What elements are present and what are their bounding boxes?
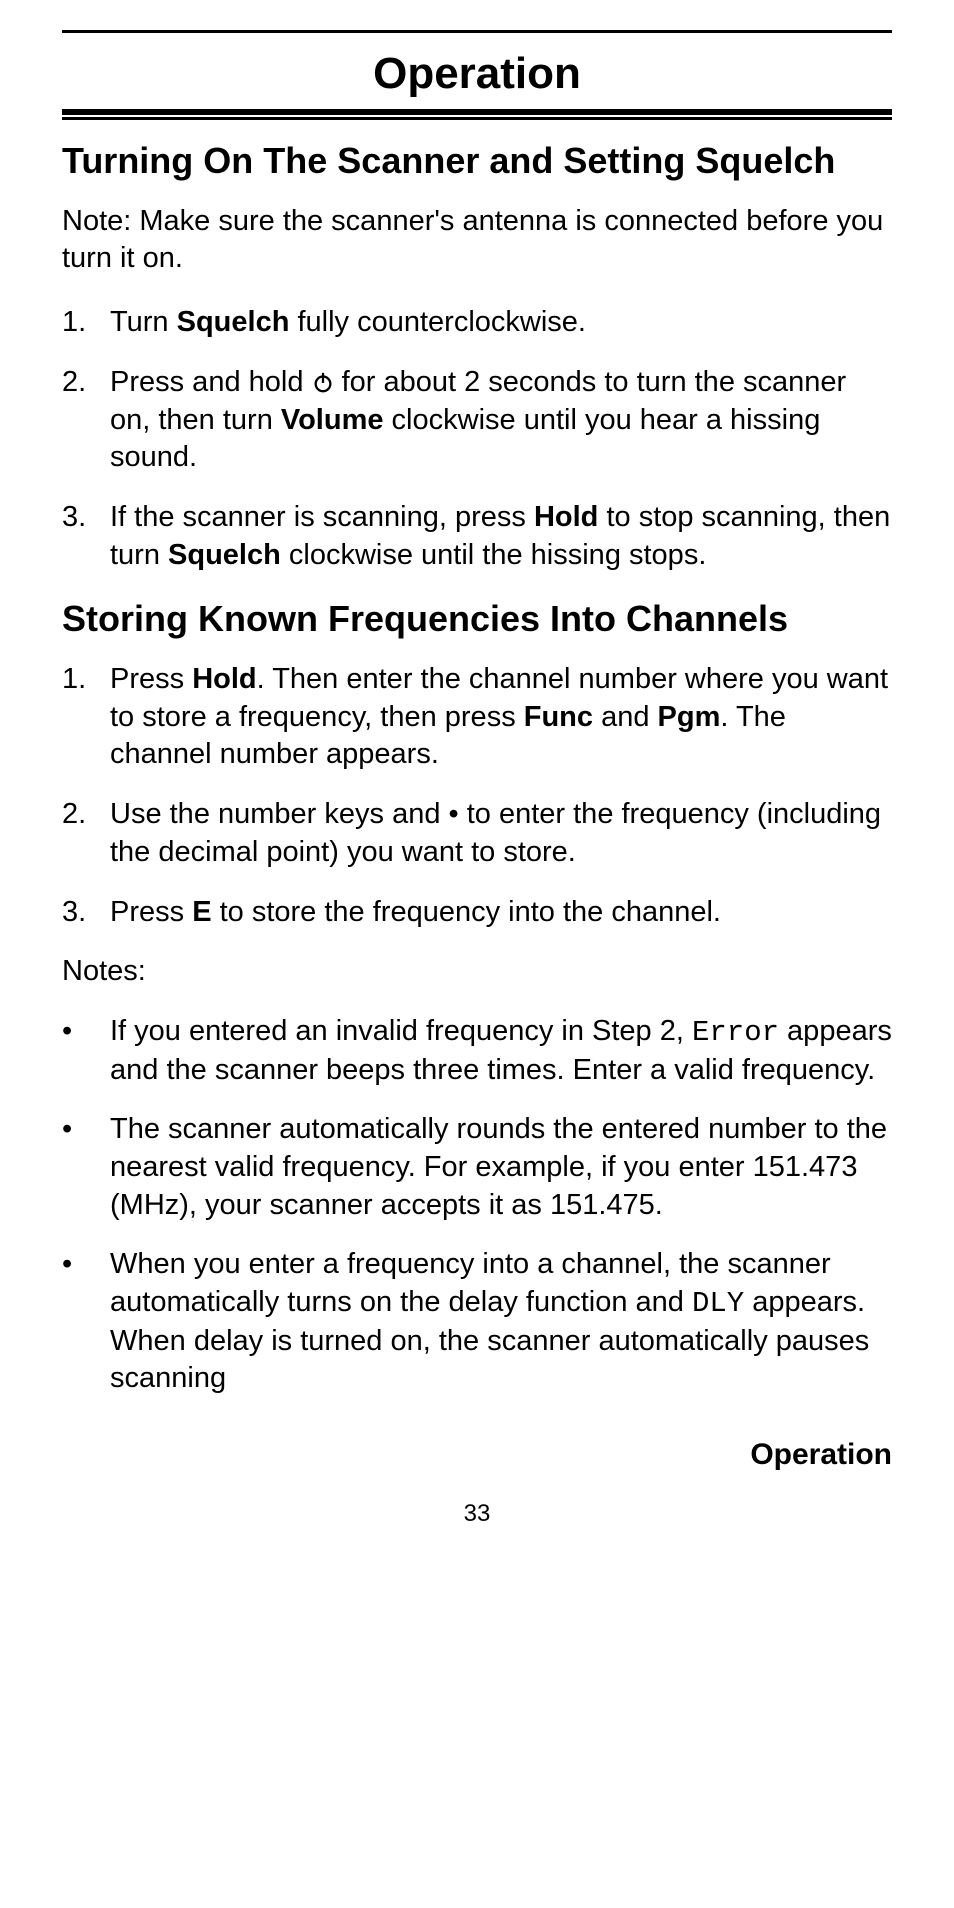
step-number: 2. <box>62 796 110 871</box>
hold-label: Hold <box>192 663 256 695</box>
step-body: Turn Squelch fully counterclockwise. <box>110 304 892 342</box>
list-item: • The scanner automatically rounds the e… <box>62 1111 892 1224</box>
step-item: 1. Turn Squelch fully counterclockwise. <box>62 304 892 342</box>
step-number: 2. <box>62 364 110 477</box>
pgm-label: Pgm <box>658 701 721 733</box>
notes-label: Notes: <box>62 953 892 991</box>
section1-note: Note: Make sure the scanner's antenna is… <box>62 203 892 278</box>
chapter-title: Operation <box>62 33 892 109</box>
step-body: Press E to store the frequency into the … <box>110 894 892 932</box>
step-body: If the scanner is scanning, press Hold t… <box>110 499 892 574</box>
step-body: Use the number keys and • to enter the f… <box>110 796 892 871</box>
step-item: 3. If the scanner is scanning, press Hol… <box>62 499 892 574</box>
squelch-label: Squelch <box>177 306 290 338</box>
section1-title: Turning On The Scanner and Setting Squel… <box>62 138 892 185</box>
bullet-dot: • <box>62 1246 110 1398</box>
section2-notes-list: • If you entered an invalid frequency in… <box>62 1013 892 1398</box>
section1-steps: 1. Turn Squelch fully counterclockwise. … <box>62 304 892 574</box>
step-number: 3. <box>62 499 110 574</box>
squelch-label: Squelch <box>168 539 281 571</box>
e-key-label: E <box>192 896 211 928</box>
section2-title: Storing Known Frequencies Into Channels <box>62 596 892 643</box>
section2-steps: 1. Press Hold. Then enter the channel nu… <box>62 661 892 931</box>
bullet-body: When you enter a frequency into a channe… <box>110 1246 892 1398</box>
page-number: 33 <box>62 1500 892 1528</box>
bullet-body: The scanner automatically rounds the ent… <box>110 1111 892 1224</box>
bullet-body: If you entered an invalid frequency in S… <box>110 1013 892 1089</box>
step-number: 1. <box>62 304 110 342</box>
step-body: Press and hold for about 2 seconds to tu… <box>110 364 892 477</box>
step-number: 3. <box>62 894 110 932</box>
bullet-dot: • <box>62 1013 110 1089</box>
rule-bottom <box>62 109 892 120</box>
error-code: Error <box>692 1016 779 1049</box>
power-icon <box>312 371 334 393</box>
func-label: Func <box>524 701 593 733</box>
dly-code: DLY <box>692 1287 744 1320</box>
manual-page: Operation Turning On The Scanner and Set… <box>0 0 954 1568</box>
step-item: 2. Use the number keys and • to enter th… <box>62 796 892 871</box>
step-item: 2. Press and hold for about 2 seconds to… <box>62 364 892 477</box>
dot-key: • <box>449 798 459 830</box>
list-item: • When you enter a frequency into a chan… <box>62 1246 892 1398</box>
bullet-dot: • <box>62 1111 110 1224</box>
list-item: • If you entered an invalid frequency in… <box>62 1013 892 1089</box>
volume-label: Volume <box>281 404 384 436</box>
hold-label: Hold <box>534 501 598 533</box>
step-number: 1. <box>62 661 110 774</box>
footer-section-label: Operation <box>62 1438 892 1472</box>
step-body: Press Hold. Then enter the channel numbe… <box>110 661 892 774</box>
step-item: 3. Press E to store the frequency into t… <box>62 894 892 932</box>
step-item: 1. Press Hold. Then enter the channel nu… <box>62 661 892 774</box>
